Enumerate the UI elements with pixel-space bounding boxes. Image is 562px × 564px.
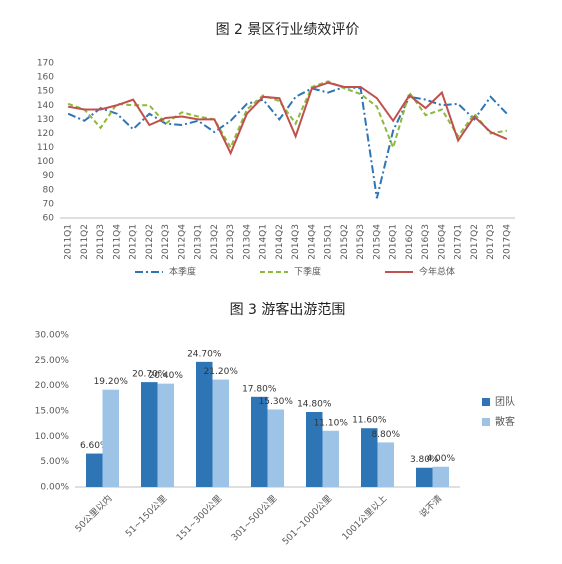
x-tick-label: 2015Q1 bbox=[324, 224, 334, 260]
line bbox=[67, 85, 508, 199]
legend-label: 散客 bbox=[495, 415, 515, 428]
y-tick-label: 110 bbox=[37, 143, 54, 153]
x-tick-label: 2013Q1 bbox=[194, 224, 204, 260]
y-tick-label: 30.00% bbox=[35, 331, 70, 341]
x-tick-label: 2014Q2 bbox=[275, 224, 285, 260]
y-tick-label: 130 bbox=[37, 115, 54, 125]
y-tick-label: 80 bbox=[43, 185, 55, 195]
x-tick-label: 2013Q4 bbox=[242, 224, 252, 260]
bar bbox=[86, 453, 103, 487]
data-label: 20.70% bbox=[132, 370, 167, 380]
data-label: 11.60% bbox=[352, 416, 387, 426]
x-tick-label: 2011Q1 bbox=[64, 224, 74, 260]
x-tick-label: 2013Q2 bbox=[210, 224, 220, 260]
bar bbox=[416, 467, 433, 487]
x-tick-label: 2014Q3 bbox=[291, 224, 301, 260]
bar bbox=[322, 430, 339, 487]
y-tick-label: 15.00% bbox=[35, 407, 70, 417]
data-label: 3.80% bbox=[410, 455, 439, 465]
y-tick-label: 5.00% bbox=[40, 457, 69, 467]
data-label: 21.20% bbox=[204, 367, 239, 377]
chart-title: 图 3 游客出游范围 bbox=[230, 301, 346, 318]
y-tick-label: 150 bbox=[37, 87, 54, 97]
legend-label: 团队 bbox=[495, 395, 515, 408]
legend-label: 本季度 bbox=[169, 266, 196, 278]
x-tick-label: 2013Q3 bbox=[226, 224, 236, 260]
y-tick-label: 70 bbox=[43, 199, 55, 209]
data-label: 15.30% bbox=[259, 397, 294, 407]
x-tick-label: 2016Q2 bbox=[405, 224, 415, 260]
bar bbox=[157, 383, 174, 487]
y-tick-label: 90 bbox=[43, 171, 55, 181]
x-tick-label: 2016Q1 bbox=[389, 224, 399, 260]
x-tick-label: 501~1000公里 bbox=[280, 493, 334, 547]
y-tick-label: 25.00% bbox=[35, 356, 70, 366]
x-tick-label: 2015Q2 bbox=[340, 224, 350, 260]
x-tick-label: 2012Q2 bbox=[145, 224, 155, 260]
bar bbox=[102, 389, 119, 487]
x-tick-label: 51~150公里 bbox=[123, 493, 169, 539]
x-tick-label: 2014Q1 bbox=[259, 224, 269, 260]
data-label: 20.40% bbox=[149, 371, 184, 381]
legend-swatch bbox=[482, 398, 490, 406]
x-tick-label: 2014Q4 bbox=[307, 224, 317, 260]
x-tick-label: 2017Q1 bbox=[454, 224, 464, 260]
y-tick-label: 160 bbox=[37, 73, 54, 83]
x-tick-label: 301~500公里 bbox=[229, 493, 279, 543]
legend-label: 下季度 bbox=[294, 266, 321, 278]
bar bbox=[141, 382, 158, 487]
x-tick-label: 2012Q3 bbox=[161, 224, 171, 260]
y-tick-label: 10.00% bbox=[35, 432, 70, 442]
data-label: 8.80% bbox=[371, 430, 400, 440]
bar bbox=[267, 409, 284, 487]
y-tick-label: 0.00% bbox=[40, 483, 69, 493]
data-label: 24.70% bbox=[187, 349, 222, 359]
x-tick-label: 2017Q3 bbox=[486, 224, 496, 260]
x-tick-label: 2017Q4 bbox=[502, 224, 512, 260]
x-tick-label: 2011Q3 bbox=[96, 224, 106, 260]
legend-swatch bbox=[482, 418, 490, 426]
x-tick-label: 2011Q2 bbox=[80, 224, 90, 260]
y-tick-label: 140 bbox=[37, 101, 54, 111]
x-tick-label: 2012Q1 bbox=[129, 224, 139, 260]
x-tick-label: 说不清 bbox=[417, 492, 445, 520]
x-tick-label: 50公里以内 bbox=[72, 492, 114, 534]
bar bbox=[306, 412, 323, 487]
x-tick-label: 2017Q2 bbox=[470, 224, 480, 260]
x-tick-label: 2016Q4 bbox=[437, 224, 447, 260]
y-tick-label: 120 bbox=[37, 129, 54, 139]
x-tick-label: 2011Q4 bbox=[112, 224, 122, 260]
x-tick-label: 2012Q4 bbox=[177, 224, 187, 260]
bar bbox=[212, 379, 229, 487]
line bbox=[67, 80, 508, 151]
bar bbox=[251, 396, 268, 487]
bar bbox=[432, 466, 449, 487]
x-tick-label: 2016Q3 bbox=[421, 224, 431, 260]
x-tick-label: 2015Q4 bbox=[372, 224, 382, 260]
y-tick-label: 60 bbox=[43, 214, 55, 224]
chart-title: 图 2 景区行业绩效评价 bbox=[216, 22, 360, 38]
data-label: 4.00% bbox=[426, 454, 455, 464]
legend-label: 今年总体 bbox=[419, 266, 455, 278]
y-tick-label: 100 bbox=[37, 157, 54, 167]
data-label: 6.60% bbox=[80, 441, 109, 451]
y-tick-label: 170 bbox=[37, 59, 54, 69]
data-label: 19.20% bbox=[94, 377, 129, 387]
data-label: 11.10% bbox=[314, 418, 349, 428]
data-label: 14.80% bbox=[297, 400, 332, 410]
x-tick-label: 2015Q3 bbox=[356, 224, 366, 260]
bar bbox=[377, 442, 394, 487]
x-tick-label: 1001公里以上 bbox=[340, 493, 389, 542]
data-label: 17.80% bbox=[242, 384, 277, 394]
bar bbox=[361, 428, 378, 487]
y-tick-label: 20.00% bbox=[35, 381, 70, 391]
x-tick-label: 151~300公里 bbox=[174, 493, 224, 543]
bar bbox=[196, 361, 213, 487]
line bbox=[67, 81, 508, 156]
